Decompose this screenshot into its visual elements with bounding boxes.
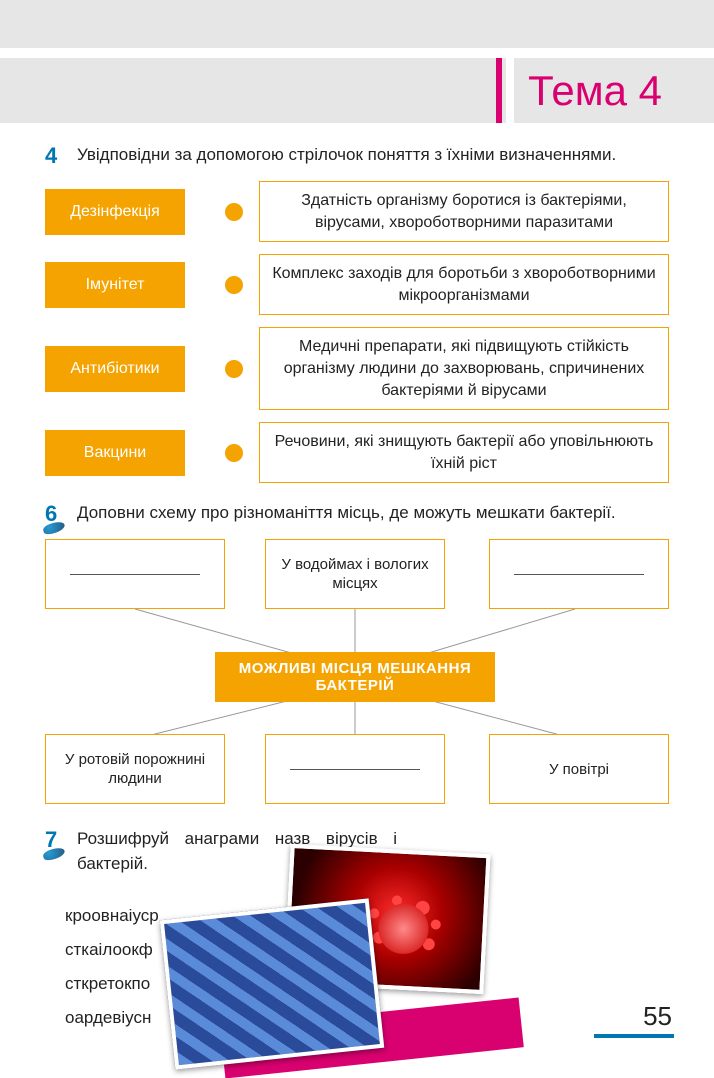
match-row: Вакцини Речовини, які знищують бактерії … [45,422,669,483]
band-gap [0,48,714,58]
task-4: 4 Увідповідни за допомогою стрілочок пон… [45,143,669,483]
scheme-box-top-right[interactable] [489,539,669,609]
scheme-box-bot-mid[interactable] [265,734,445,804]
scheme-box-top-mid: У водоймах і вологих місцях [265,539,445,609]
scheme-box-bot-right: У повітрі [489,734,669,804]
fill-line [514,574,644,575]
term-box[interactable]: Вакцини [45,430,185,476]
term-box[interactable]: Імунітет [45,262,185,308]
anagram-list: кроовнаіуср сткаілоокф сткретокпо оардев… [65,899,159,1059]
task-4-prompt: Увідповідни за допомогою стрілочок понят… [77,143,669,168]
connector-dot[interactable] [225,203,243,221]
fill-line [290,769,420,770]
task-7-number: 7 [45,827,63,853]
term-box[interactable]: Антибіотики [45,346,185,392]
task-4-number: 4 [45,143,63,169]
definition-box[interactable]: Комплекс заходів для боротьби з хворобот… [259,254,669,315]
definition-box[interactable]: Медичні препарати, які підвищують стійкі… [259,327,669,410]
page-number: 55 [643,1001,672,1032]
anagram-item: оардевіусн [65,1001,159,1035]
header-band: Тема 4 [0,58,714,123]
match-row: Дезінфекція Здатність організму боротися… [45,181,669,242]
page-number-rule [594,1034,674,1038]
task-6: 6 Доповни схему про різноманіття місць, … [45,501,669,809]
bacteria-photo [159,898,384,1069]
fill-line [70,574,200,575]
anagram-item: сткретокпо [65,967,159,1001]
top-grey-band [0,0,714,48]
definition-box[interactable]: Речовини, які знищують бактерії або упов… [259,422,669,483]
matching-grid: Дезінфекція Здатність організму боротися… [45,181,669,483]
task-6-number: 6 [45,501,63,527]
page-content: 4 Увідповідни за допомогою стрілочок пон… [0,123,714,1059]
match-row: Імунітет Комплекс заходів для боротьби з… [45,254,669,315]
scheme-diagram: У водоймах і вологих місцях МОЖЛИВІ МІСЦ… [45,539,669,809]
connector-dot[interactable] [225,360,243,378]
scheme-center: МОЖЛИВІ МІСЦЯ МЕШКАННЯ БАКТЕРІЙ [215,652,495,702]
anagram-item: кроовнаіуср [65,899,159,933]
definition-box[interactable]: Здатність організму боротися із бактерія… [259,181,669,242]
connector-dot[interactable] [225,444,243,462]
connector-dot[interactable] [225,276,243,294]
scheme-box-top-left[interactable] [45,539,225,609]
term-box[interactable]: Дезінфекція [45,189,185,235]
page-title: Тема 4 [514,58,682,123]
task-6-prompt: Доповни схему про різноманіття місць, де… [77,501,669,526]
anagram-item: сткаілоокф [65,933,159,967]
match-row: Антибіотики Медичні препарати, які підви… [45,327,669,410]
task-7: 7 Розшифруй анаграми назв вірусів і бакт… [45,827,669,1058]
image-collage [177,849,477,1059]
scheme-box-bot-left: У ротовій порожнині людини [45,734,225,804]
